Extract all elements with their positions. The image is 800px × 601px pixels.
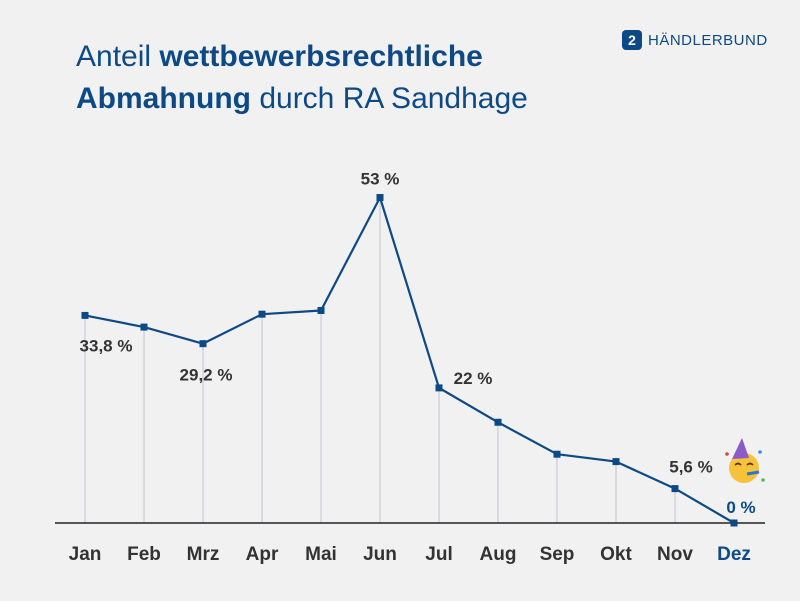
- title-bold-line2: Abmahnung: [76, 82, 251, 115]
- data-label: 0 %: [726, 498, 755, 517]
- x-tick-label: Okt: [600, 544, 632, 565]
- x-tick-label: Jun: [363, 544, 397, 565]
- data-point: [612, 458, 620, 466]
- confetti: [758, 450, 762, 454]
- party-hat: [732, 438, 749, 459]
- data-label: 5,6 %: [669, 458, 712, 477]
- data-label: 33,8 %: [80, 336, 133, 355]
- data-point: [199, 340, 207, 348]
- x-tick-label: Jan: [69, 544, 102, 565]
- title-suffix: durch RA Sandhage: [250, 82, 528, 115]
- data-label: 29,2 %: [180, 366, 233, 385]
- x-tick-label: Feb: [127, 544, 161, 565]
- data-labels: 33,8 % 29,2 % 53 % 22 % 5,6 % 0 %: [80, 170, 756, 518]
- series-line: [84, 196, 735, 524]
- emoji-eye: [746, 462, 754, 466]
- data-point: [671, 485, 679, 493]
- x-axis-ticks: Jan Feb Mrz Apr Mai Jun Jul Aug Sep Okt Nov Dez: [69, 544, 751, 565]
- party-face-emoji-icon: [725, 438, 765, 483]
- data-point: [435, 384, 443, 392]
- emoji-eye: [734, 462, 742, 466]
- x-tick-label: Jul: [425, 544, 452, 565]
- title-bold-line1: wettbewerbsrechtliche: [159, 40, 483, 73]
- x-tick-label: Nov: [657, 544, 693, 565]
- data-point: [376, 194, 384, 201]
- brand-name: HÄNDLERBUND: [648, 31, 768, 49]
- confetti: [761, 478, 765, 482]
- x-tick-label: Mai: [305, 544, 337, 565]
- confetti: [725, 452, 729, 456]
- data-point: [317, 307, 325, 315]
- data-label: 53 %: [361, 170, 400, 189]
- x-tick-label: Mrz: [187, 544, 220, 565]
- data-markers: [81, 194, 738, 527]
- x-tick-label: Aug: [480, 544, 517, 565]
- party-horn: [746, 470, 760, 476]
- x-tick-label: Apr: [246, 544, 279, 565]
- data-point: [140, 323, 148, 331]
- data-point: [730, 519, 738, 527]
- title-prefix: Anteil: [76, 40, 160, 73]
- drop-lines: [84, 197, 676, 523]
- x-tick-label: Dez: [717, 544, 751, 565]
- brand-logo: 2 HÄNDLERBUND: [622, 30, 768, 50]
- x-tick-label: Sep: [540, 544, 575, 565]
- data-label: 22 %: [454, 369, 493, 388]
- emoji-face: [729, 453, 759, 483]
- data-point: [81, 311, 89, 319]
- data-point: [553, 450, 561, 458]
- data-point: [258, 310, 266, 318]
- chart-title: Anteil wettbewerbsrechtliche Abmahnung d…: [76, 36, 528, 120]
- data-point: [494, 418, 502, 426]
- haendlerbund-logo-icon: 2: [622, 30, 642, 50]
